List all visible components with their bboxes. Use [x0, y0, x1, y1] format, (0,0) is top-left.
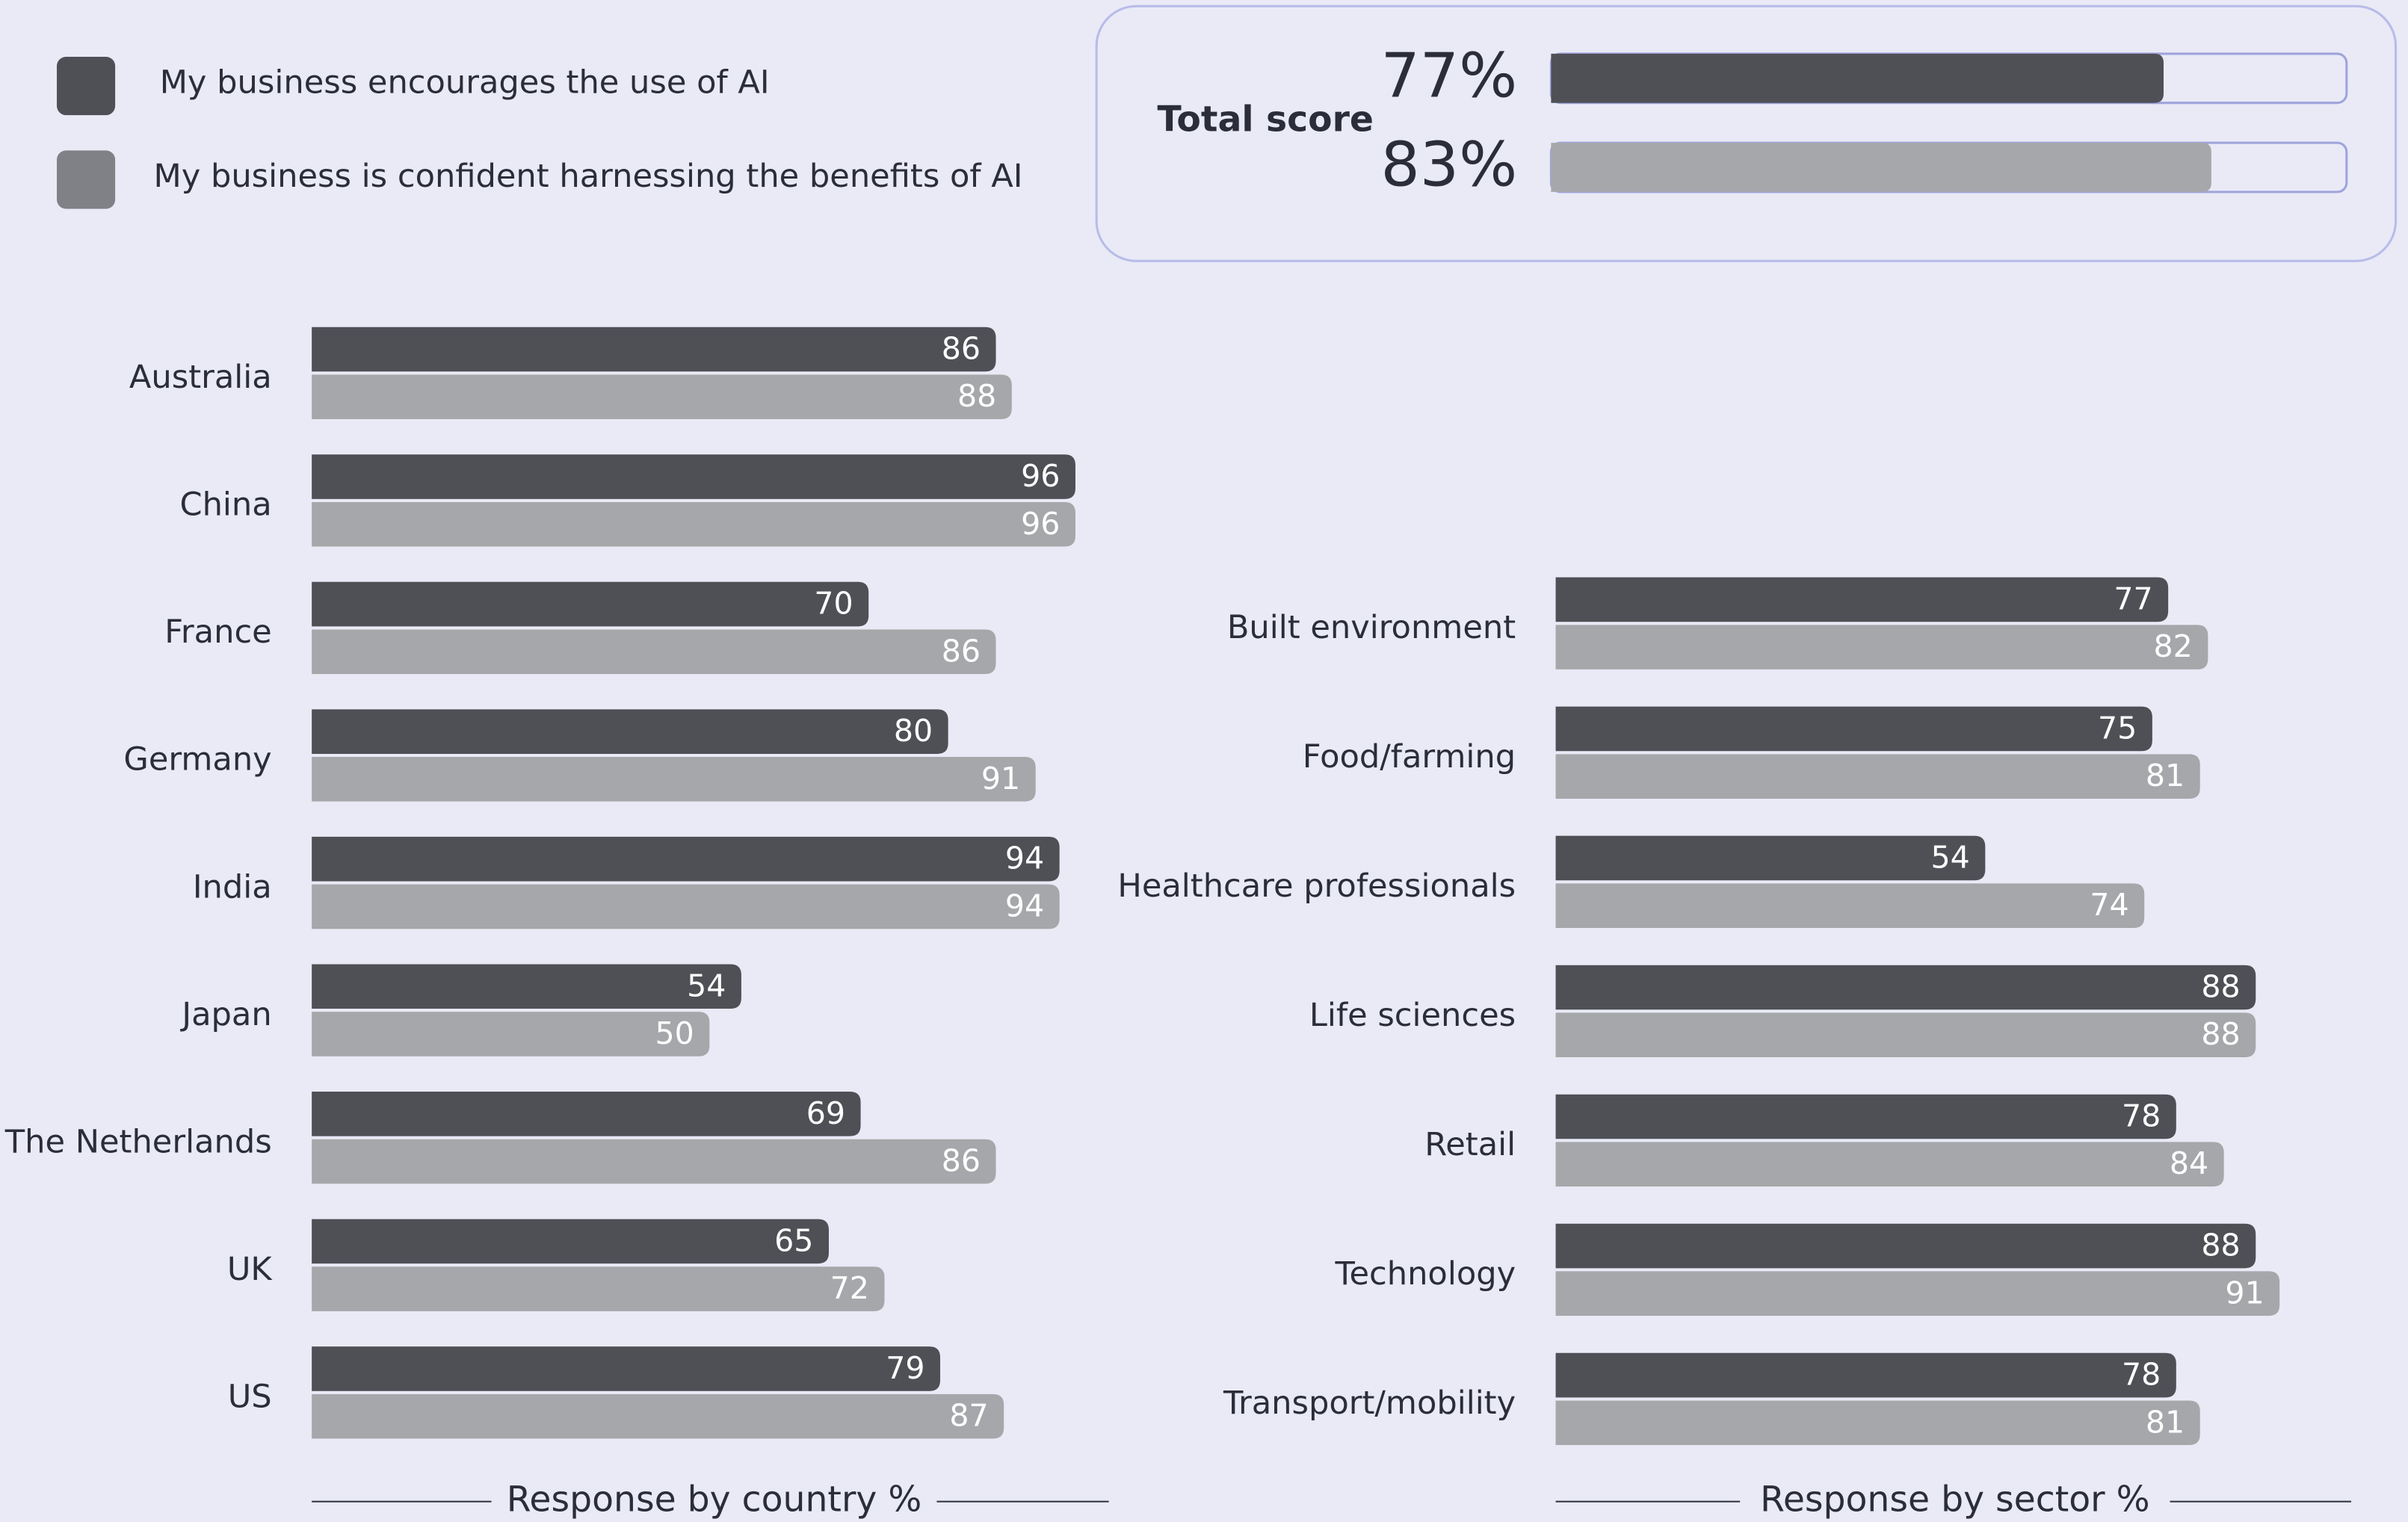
- bar: [1555, 706, 2152, 752]
- bar: [312, 836, 1060, 882]
- bar: [312, 1219, 830, 1264]
- category-label: UK: [227, 1251, 274, 1288]
- value-label: 77: [2114, 581, 2152, 616]
- bar: [1555, 754, 2200, 799]
- value-label: 78: [2122, 1357, 2161, 1393]
- bar: [1555, 1223, 2256, 1269]
- bar: [1555, 1271, 2280, 1317]
- value-label: 54: [687, 968, 726, 1003]
- value-label: 91: [2225, 1275, 2264, 1311]
- value-label: 75: [2098, 711, 2137, 746]
- value-label: 88: [2201, 1016, 2240, 1052]
- bar: [1555, 1142, 2224, 1187]
- value-label: 86: [942, 633, 981, 669]
- value-label: 84: [2170, 1145, 2208, 1181]
- value-label: 91: [981, 761, 1020, 796]
- category-label: Built environment: [1227, 609, 1516, 646]
- bar: [312, 1139, 996, 1184]
- value-label: 79: [886, 1350, 924, 1386]
- value-label: 65: [774, 1222, 813, 1258]
- legend-swatch: [57, 57, 116, 116]
- bar: [1555, 1012, 2256, 1057]
- value-label: 83%: [1381, 130, 1518, 201]
- value-label: 77%: [1381, 40, 1518, 111]
- bar: [1555, 577, 2169, 622]
- category-label: Japan: [179, 996, 271, 1033]
- bar: [312, 374, 1012, 419]
- legend-label: My business is confident harnessing the …: [153, 158, 1022, 195]
- bar: [312, 884, 1060, 929]
- category-label: Healthcare professionals: [1117, 867, 1516, 905]
- category-label: France: [164, 613, 271, 651]
- bar: [1555, 965, 2256, 1010]
- value-label: 81: [2146, 758, 2185, 794]
- bar: [312, 629, 996, 675]
- value-label: 96: [1021, 458, 1060, 494]
- axis-title: Response by sector %: [1760, 1479, 2149, 1521]
- value-label: 94: [1005, 841, 1044, 876]
- bar: [312, 1092, 861, 1136]
- total-score-panel: [1095, 4, 2398, 262]
- category-label: Germany: [123, 741, 271, 779]
- value-label: 86: [942, 331, 981, 367]
- value-label: 88: [2201, 969, 2240, 1005]
- bar: [1551, 53, 2164, 103]
- bar: [312, 709, 948, 754]
- category-label: China: [179, 486, 271, 524]
- legend-label: My business encourages the use of AI: [160, 64, 770, 102]
- bar: [1555, 1400, 2200, 1446]
- value-label: 78: [2122, 1098, 2161, 1134]
- value-label: 86: [942, 1143, 981, 1179]
- value-label: 82: [2154, 628, 2193, 664]
- category-label: Transport/mobility: [1223, 1385, 1516, 1422]
- bar: [312, 964, 741, 1009]
- bar: [312, 454, 1075, 499]
- bar: [312, 327, 996, 372]
- chart-title: Total score: [1157, 99, 1373, 140]
- bar: [1551, 143, 2211, 192]
- value-label: 96: [1021, 506, 1060, 542]
- bar: [312, 1012, 710, 1057]
- bar: [312, 1346, 941, 1391]
- value-label: 69: [806, 1095, 845, 1131]
- bar: [1555, 883, 2145, 928]
- value-label: 54: [1931, 840, 1970, 876]
- legend-swatch: [57, 150, 116, 209]
- bar: [312, 1393, 1004, 1439]
- value-label: 87: [949, 1398, 988, 1434]
- category-label: Food/farming: [1303, 738, 1516, 776]
- value-label: 70: [814, 586, 853, 622]
- value-label: 94: [1005, 888, 1044, 924]
- value-label: 50: [655, 1015, 694, 1051]
- category-label: Australia: [129, 359, 272, 396]
- value-label: 74: [2090, 887, 2128, 923]
- bar: [312, 581, 869, 627]
- bar: [1555, 835, 1986, 881]
- value-label: 80: [894, 713, 933, 749]
- category-label: India: [193, 868, 272, 906]
- bar: [312, 1266, 885, 1311]
- category-label: US: [228, 1378, 272, 1415]
- value-label: 72: [830, 1270, 869, 1306]
- bar: [1555, 1352, 2176, 1398]
- axis-title: Response by country %: [507, 1479, 922, 1521]
- bar: [1555, 1094, 2176, 1139]
- value-label: 88: [2201, 1228, 2240, 1263]
- category-label: Retail: [1424, 1126, 1516, 1163]
- bar: [1555, 625, 2208, 669]
- category-label: The Netherlands: [4, 1123, 272, 1160]
- value-label: 81: [2146, 1404, 2185, 1440]
- bar: [312, 501, 1075, 547]
- category-label: Life sciences: [1309, 997, 1516, 1034]
- value-label: 88: [957, 378, 996, 414]
- bar: [312, 757, 1036, 802]
- category-label: Technology: [1334, 1255, 1516, 1293]
